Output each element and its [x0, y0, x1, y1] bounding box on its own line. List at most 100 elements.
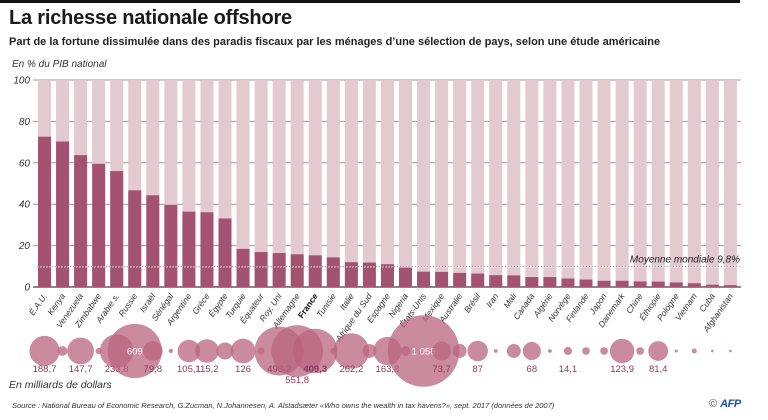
y-tick-label: 0 — [24, 283, 30, 294]
bar — [561, 278, 575, 287]
bar-background — [417, 80, 431, 287]
bar-background — [669, 80, 683, 287]
bar — [380, 264, 394, 287]
bubble-label: 115,2 — [195, 364, 218, 375]
average-label: Moyenne mondiale 9,8% — [630, 255, 740, 266]
bubble — [177, 339, 201, 363]
bubble — [609, 338, 635, 364]
bubble-label: 409,3 — [303, 364, 327, 375]
bar-background — [507, 80, 521, 287]
y-tick-label: 80 — [19, 117, 31, 128]
bar — [471, 273, 485, 287]
bubble — [333, 333, 370, 369]
bubble — [432, 341, 452, 361]
bubble — [230, 338, 256, 364]
bubble-label: 163,8 — [376, 364, 400, 375]
bubble — [107, 323, 162, 379]
x-tick-label: Tunisie — [314, 291, 338, 319]
bubble-label: 188,7 — [33, 364, 57, 375]
bar-background — [344, 80, 358, 287]
bar — [633, 281, 647, 287]
bubble — [29, 335, 60, 367]
bubble-label: 498,2 — [267, 364, 291, 375]
bubble — [142, 341, 163, 361]
bar-background — [579, 80, 593, 287]
y-tick-label: 60 — [19, 158, 31, 169]
bubble — [600, 347, 608, 355]
bubble — [648, 341, 669, 361]
bar — [146, 195, 160, 287]
bar-background — [597, 80, 611, 287]
bubble-label: 1 058 — [412, 347, 436, 358]
bar-background — [272, 80, 286, 287]
bar — [38, 136, 51, 287]
bubble — [547, 349, 552, 353]
bubble — [467, 340, 488, 362]
bar — [164, 204, 178, 287]
bar-background — [615, 80, 629, 287]
bubble-label: 14,1 — [559, 364, 578, 375]
bubble-label: 105,1 — [177, 364, 201, 375]
bubble — [493, 349, 498, 353]
bar-background — [471, 80, 485, 287]
bar-background — [633, 80, 647, 287]
bubble — [387, 315, 460, 387]
bar — [182, 211, 196, 287]
x-tick-label: Russie — [116, 291, 139, 318]
bar-background — [489, 80, 503, 287]
bubble — [168, 348, 174, 354]
chart-title: La richesse nationale offshore — [9, 7, 292, 29]
bar-background — [236, 80, 250, 287]
bubble — [691, 348, 697, 354]
bubble — [195, 339, 219, 363]
bar — [669, 282, 683, 287]
bar — [399, 267, 412, 287]
bar — [110, 171, 124, 287]
bubble — [674, 349, 678, 353]
bubble-label: 147,7 — [69, 364, 93, 375]
bar — [597, 280, 611, 287]
bubble — [582, 347, 590, 355]
bubble — [636, 347, 644, 355]
bar-background — [362, 80, 376, 287]
chart-subtitle: Part de la fortune dissimulée dans des p… — [9, 36, 661, 48]
bar-background — [705, 80, 719, 287]
bubble — [506, 344, 521, 358]
bar-background — [453, 80, 467, 287]
bubble-label: 262,2 — [339, 364, 363, 375]
bar — [362, 262, 376, 287]
bar-background — [687, 80, 701, 287]
bubble — [729, 349, 732, 353]
bar — [705, 284, 719, 287]
y-axis-label: En % du PIB national — [12, 59, 107, 70]
bar-background — [308, 80, 322, 287]
bubble-label: 79,8 — [144, 364, 163, 375]
bubble — [563, 346, 573, 356]
bar — [92, 163, 106, 287]
y-tick-label: 40 — [19, 200, 31, 211]
bubble — [67, 337, 94, 365]
bar-background — [435, 80, 449, 287]
bar — [723, 285, 737, 287]
top-rule — [0, 0, 740, 3]
bubble-label: 87 — [472, 364, 483, 375]
bubble-label: 123,9 — [610, 364, 634, 375]
x-tick-label: Brésil — [462, 291, 483, 315]
bar — [200, 212, 214, 287]
bubble-label: 81,4 — [649, 364, 668, 375]
bubbles: 188,7147,7233,860979,8105,1115,2126498,2… — [29, 315, 732, 387]
bar — [56, 141, 70, 287]
bar — [308, 255, 322, 287]
bar-background — [651, 80, 665, 287]
bubble-label: 609 — [127, 347, 143, 358]
bubble — [522, 341, 541, 361]
bar — [326, 257, 340, 287]
bar — [525, 277, 539, 287]
bubble-label: 68 — [527, 364, 538, 375]
bubble — [362, 344, 377, 358]
copyright: © AFP — [709, 398, 741, 410]
bubble — [452, 344, 467, 358]
bar — [579, 279, 593, 287]
bubble-label: 126 — [235, 364, 251, 375]
